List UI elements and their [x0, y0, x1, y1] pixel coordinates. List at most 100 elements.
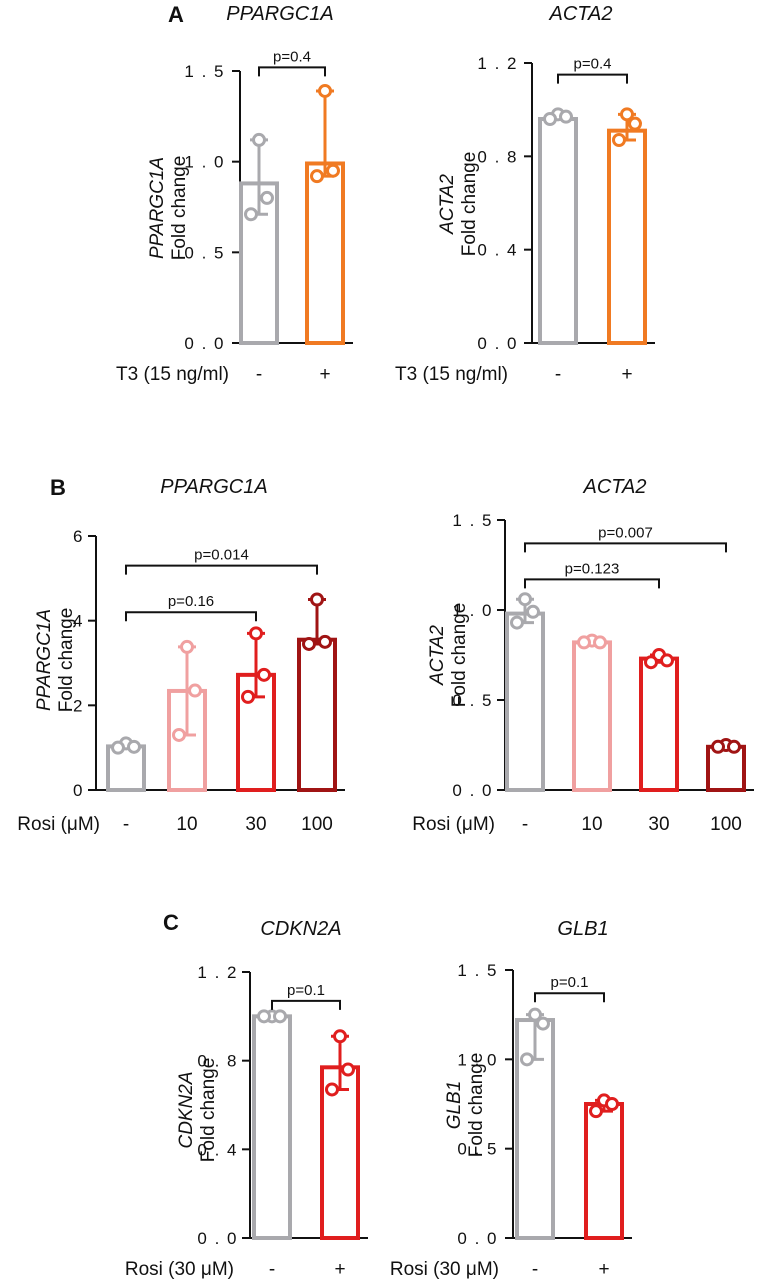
chart-2-y-tick-label: 0 . 0: [477, 334, 518, 353]
chart-1-x-tick-label: +: [319, 364, 330, 385]
chart-3-y-label-text: Fold change: [56, 608, 77, 713]
chart-3-y-tick-label: 0: [73, 781, 84, 800]
chart-2-p-value: p=0.4: [574, 56, 612, 73]
chart-1-y-tick-label: 1 . 5: [184, 62, 225, 81]
chart-6-x-tick-label: +: [598, 1259, 609, 1280]
chart-5-point: [325, 1082, 339, 1097]
chart-5-y-tick-label: 0 . 0: [197, 1229, 238, 1248]
chart-4-title: ACTA2: [583, 476, 647, 498]
chart-6-point: [520, 1052, 534, 1067]
panel-letter-b: B: [50, 475, 66, 500]
chart-4-bar: [706, 744, 746, 792]
chart-5-point: [341, 1062, 355, 1077]
chart-2-point: [628, 116, 642, 131]
chart-4-point: [711, 739, 725, 754]
chart-2-y-label-text: Fold change: [459, 152, 480, 257]
chart-3-bracket: [125, 564, 318, 575]
chart-5-x-tick-label: -: [269, 1259, 275, 1280]
chart-2-y-tick-label: 1 . 2: [477, 54, 518, 73]
chart-5-p-value: p=0.1: [287, 982, 325, 999]
chart-4-x-tick-label: 10: [581, 814, 602, 835]
chart-3-p-value: p=0.16: [168, 593, 214, 610]
chart-6-point: [536, 1016, 550, 1031]
chart-5-point: [257, 1009, 271, 1024]
chart-1-y-tick-label: 0 . 5: [184, 243, 225, 262]
chart-4-y-label: ACTA2Fold change: [427, 603, 470, 708]
chart-3-point: [318, 634, 332, 649]
chart-4-bracket: [524, 542, 727, 553]
chart-1-x-label: T3 (15 ng/ml): [116, 364, 229, 385]
chart-4-point: [518, 592, 532, 607]
chart-3-point: [172, 727, 186, 742]
chart-5-y-tick-label: 0 . 8: [197, 1052, 238, 1071]
chart-5-y-label: CDKN2AFold change: [176, 1058, 219, 1163]
chart-2-x-tick-label: -: [555, 364, 561, 385]
chart-6-p-value: p=0.1: [551, 974, 589, 991]
chart-2-point: [612, 133, 626, 147]
chart-6-bracket: [534, 992, 605, 1003]
chart-6-x-label: Rosi (30 μM): [390, 1259, 499, 1280]
chart-5-y-tick-label: 1 . 2: [197, 963, 238, 982]
chart-5-y-label-text: Fold change: [198, 1058, 219, 1163]
chart-6-title: GLB1: [557, 918, 608, 940]
chart-1-bracket: [258, 66, 326, 77]
panel-letter-c: C: [163, 910, 179, 935]
chart-1-y-tick-label: 0 . 0: [184, 334, 225, 353]
chart-4-y-label-gene: ACTA2: [427, 625, 448, 686]
chart-3-point: [241, 689, 255, 704]
chart-4-point: [660, 653, 674, 668]
chart-2-y-tick-label: 0 . 8: [477, 147, 518, 166]
chart-3-point: [180, 639, 194, 654]
chart-6-y-label-text: Fold change: [466, 1053, 487, 1158]
chart-4-y-tick-label: 0 . 5: [452, 691, 493, 710]
chart-1-p-value: p=0.4: [273, 48, 311, 65]
chart-3-x-tick-label: -: [123, 814, 129, 835]
chart-1-y-label-gene: PPARGC1A: [147, 157, 168, 259]
chart-6-point: [589, 1104, 603, 1119]
chart-1-y-tick-label: 1 . 0: [184, 153, 225, 172]
chart-5-point: [273, 1009, 287, 1024]
chart-3-bar: [297, 637, 337, 793]
chart-1-point: [310, 169, 324, 184]
chart-4-x-tick-label: 100: [710, 814, 742, 835]
chart-3-bracket: [125, 611, 257, 622]
chart-4-x-tick-label: 30: [648, 814, 669, 835]
chart-4-x-tick-label: -: [522, 814, 528, 835]
chart-4-y-label-text: Fold change: [449, 603, 470, 708]
chart-6-point: [605, 1097, 619, 1111]
chart-2-y-label: ACTA2Fold change: [437, 152, 480, 257]
chart-5-point: [333, 1029, 347, 1044]
chart-3-y-label-gene: PPARGC1A: [34, 609, 55, 711]
chart-1-point: [260, 190, 274, 205]
chart-3-x-tick-label: 30: [245, 814, 266, 835]
panel-letter-a: A: [168, 2, 184, 27]
chart-2-bracket: [557, 73, 628, 84]
chart-2-bar: [538, 117, 578, 345]
chart-6-y-tick-label: 0 . 5: [457, 1140, 498, 1159]
chart-4-point: [510, 615, 524, 630]
chart-5-x-tick-label: +: [334, 1259, 345, 1280]
chart-3-point: [249, 626, 263, 641]
chart-1-bar: [305, 161, 345, 345]
chart-3-point: [257, 667, 271, 682]
chart-6-y-label-gene: GLB1: [444, 1081, 465, 1130]
chart-6-y-tick-label: 1 . 0: [457, 1050, 498, 1069]
chart-2-x-tick-label: +: [621, 364, 632, 385]
chart-6-y-tick-label: 0 . 0: [457, 1229, 498, 1248]
chart-5-bar: [252, 1014, 292, 1240]
chart-3-point: [127, 739, 141, 754]
chart-5-y-tick-label: 0 . 4: [197, 1140, 238, 1159]
chart-5-bracket: [271, 999, 341, 1010]
chart-3-x-tick-label: 100: [301, 814, 333, 835]
chart-4-bracket: [524, 578, 660, 589]
chart-2-title: ACTA2: [549, 3, 613, 25]
chart-6-point: [528, 1007, 542, 1022]
chart-3-y-tick-label: 4: [73, 612, 84, 631]
chart-4-bar: [505, 611, 545, 792]
chart-1-x-tick-label: -: [256, 364, 262, 385]
chart-4-y-tick-label: 1 . 5: [452, 511, 493, 530]
chart-3-point: [302, 636, 316, 651]
chart-3-point: [188, 683, 202, 698]
